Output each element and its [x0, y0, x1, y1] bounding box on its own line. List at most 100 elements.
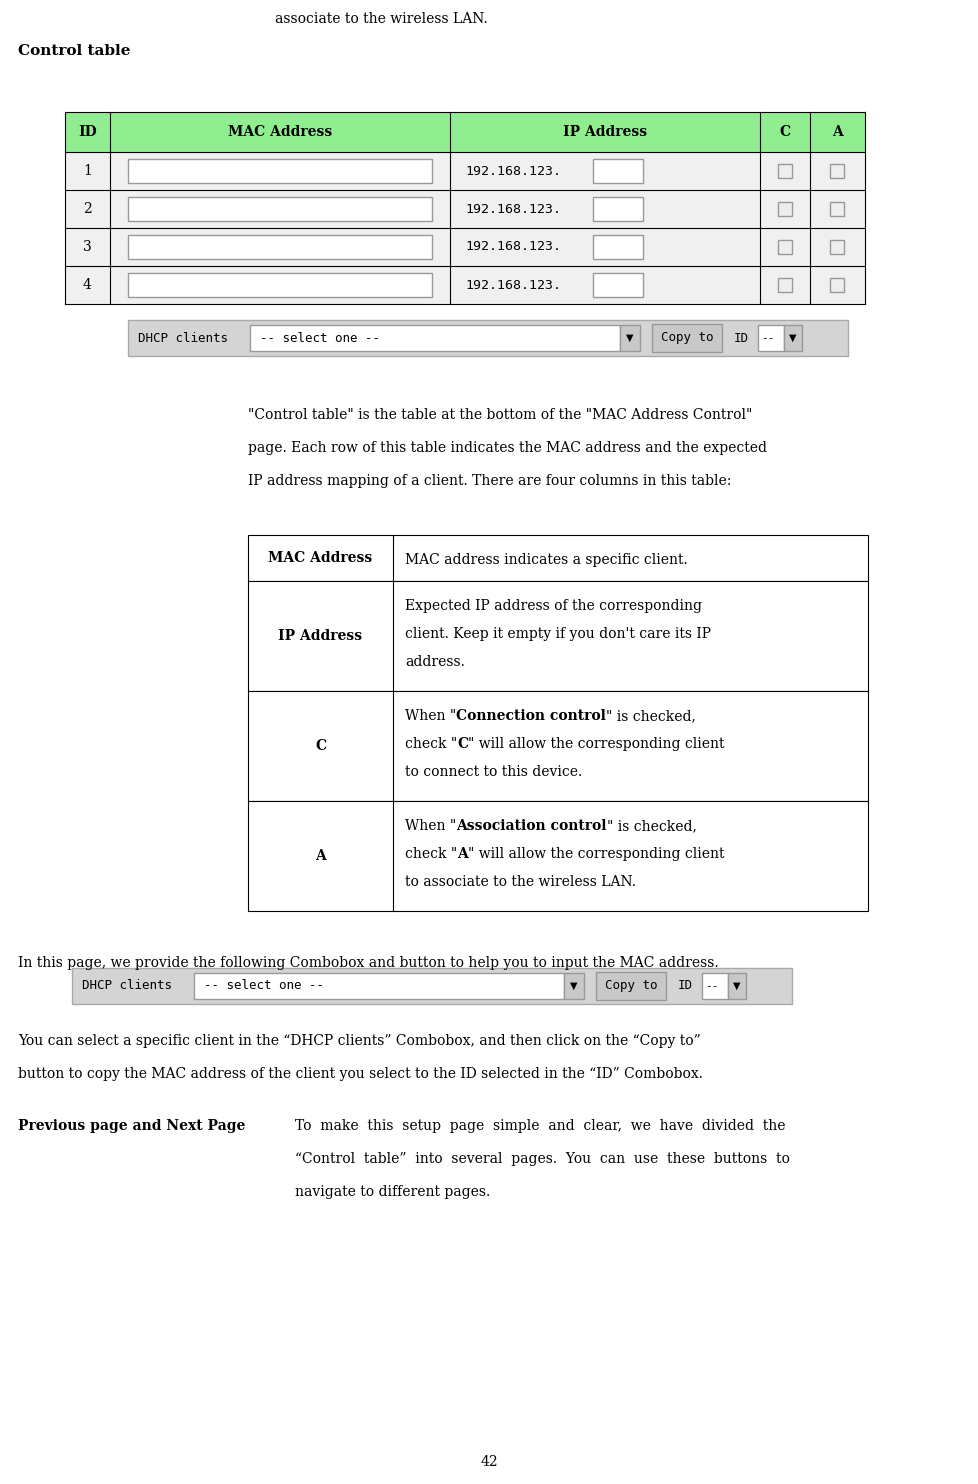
Text: A: A: [315, 849, 326, 864]
Text: MAC address indicates a specific client.: MAC address indicates a specific client.: [405, 554, 688, 567]
Bar: [759, 229, 809, 266]
Bar: [65, 151, 110, 190]
Bar: [619, 325, 640, 352]
Bar: [128, 236, 431, 258]
Text: “Control  table”  into  several  pages.  You  can  use  these  buttons  to: “Control table” into several pages. You …: [294, 1152, 789, 1166]
Bar: [728, 974, 745, 999]
Text: In this page, we provide the following Combobox and button to help you to input : In this page, we provide the following C…: [18, 956, 718, 971]
Bar: [829, 278, 844, 292]
Text: check ": check ": [405, 847, 457, 861]
Bar: [450, 151, 759, 190]
Bar: [809, 190, 865, 229]
Bar: [809, 111, 865, 151]
Text: -- select one --: -- select one --: [260, 331, 379, 344]
Text: Copy to: Copy to: [660, 331, 713, 344]
Bar: [247, 536, 867, 582]
Text: associate to the wireless LAN.: associate to the wireless LAN.: [275, 12, 487, 27]
Bar: [65, 111, 110, 151]
Bar: [593, 197, 643, 221]
Text: 192.168.123.: 192.168.123.: [465, 202, 560, 215]
Bar: [194, 974, 563, 999]
Text: 2: 2: [83, 202, 92, 217]
Bar: [110, 266, 450, 304]
Bar: [247, 801, 867, 911]
Text: ID: ID: [734, 331, 748, 344]
Bar: [783, 325, 801, 352]
Text: MAC Address: MAC Address: [228, 125, 332, 139]
Bar: [651, 324, 721, 352]
Bar: [701, 974, 728, 999]
Text: A: A: [457, 847, 467, 861]
Bar: [759, 266, 809, 304]
Text: ID: ID: [678, 979, 692, 993]
Text: 1: 1: [83, 165, 92, 178]
Text: C: C: [457, 738, 467, 751]
Text: When ": When ": [405, 819, 456, 833]
Text: Copy to: Copy to: [604, 979, 656, 993]
Text: ▼: ▼: [626, 332, 633, 343]
Bar: [128, 159, 431, 183]
Text: C: C: [315, 739, 326, 752]
Text: page. Each row of this table indicates the MAC address and the expected: page. Each row of this table indicates t…: [247, 441, 766, 456]
Bar: [110, 111, 450, 151]
Text: "Control table" is the table at the bottom of the "MAC Address Control": "Control table" is the table at the bott…: [247, 408, 752, 421]
Bar: [110, 229, 450, 266]
Bar: [809, 266, 865, 304]
Text: ▼: ▼: [788, 332, 796, 343]
Text: IP Address: IP Address: [562, 125, 646, 139]
Bar: [110, 151, 450, 190]
Text: " will allow the corresponding client: " will allow the corresponding client: [467, 847, 724, 861]
Bar: [809, 229, 865, 266]
Text: ID: ID: [78, 125, 97, 139]
Text: Association control: Association control: [456, 819, 606, 833]
Text: " will allow the corresponding client: " will allow the corresponding client: [467, 738, 724, 751]
Text: When ": When ": [405, 709, 456, 723]
Text: Previous page and Next Page: Previous page and Next Page: [18, 1119, 245, 1132]
Bar: [809, 151, 865, 190]
Bar: [128, 321, 847, 356]
Text: Expected IP address of the corresponding: Expected IP address of the corresponding: [405, 600, 701, 613]
Bar: [778, 240, 791, 254]
Bar: [72, 968, 791, 1005]
Bar: [450, 229, 759, 266]
Bar: [759, 111, 809, 151]
Bar: [829, 240, 844, 254]
Bar: [450, 111, 759, 151]
Text: " is checked,: " is checked,: [606, 819, 696, 833]
Text: to connect to this device.: to connect to this device.: [405, 764, 582, 779]
Bar: [65, 229, 110, 266]
Bar: [247, 582, 867, 692]
Text: 4: 4: [83, 278, 92, 292]
Bar: [563, 974, 584, 999]
Text: 192.168.123.: 192.168.123.: [465, 240, 560, 254]
Bar: [65, 266, 110, 304]
Text: ▼: ▼: [569, 981, 577, 991]
Text: to associate to the wireless LAN.: to associate to the wireless LAN.: [405, 876, 636, 889]
Text: 3: 3: [83, 240, 92, 254]
Bar: [759, 151, 809, 190]
Text: 192.168.123.: 192.168.123.: [465, 279, 560, 291]
Text: --: --: [760, 332, 774, 343]
Text: --: --: [704, 981, 718, 991]
Bar: [128, 197, 431, 221]
Text: check ": check ": [405, 738, 457, 751]
Bar: [450, 190, 759, 229]
Text: button to copy the MAC address of the client you select to the ID selected in th: button to copy the MAC address of the cl…: [18, 1067, 702, 1080]
Text: IP Address: IP Address: [278, 629, 362, 643]
Text: A: A: [831, 125, 842, 139]
Text: MAC Address: MAC Address: [268, 551, 373, 565]
Bar: [778, 165, 791, 178]
Text: navigate to different pages.: navigate to different pages.: [294, 1186, 490, 1199]
Bar: [759, 190, 809, 229]
Text: 192.168.123.: 192.168.123.: [465, 165, 560, 178]
Text: -- select one --: -- select one --: [203, 979, 324, 993]
Bar: [778, 278, 791, 292]
Text: C: C: [778, 125, 790, 139]
Text: " is checked,: " is checked,: [605, 709, 695, 723]
Text: Connection control: Connection control: [456, 709, 605, 723]
Text: To  make  this  setup  page  simple  and  clear,  we  have  divided  the: To make this setup page simple and clear…: [294, 1119, 784, 1132]
Text: IP address mapping of a client. There are four columns in this table:: IP address mapping of a client. There ar…: [247, 473, 731, 488]
Bar: [757, 325, 783, 352]
Bar: [829, 165, 844, 178]
Bar: [596, 972, 665, 1000]
